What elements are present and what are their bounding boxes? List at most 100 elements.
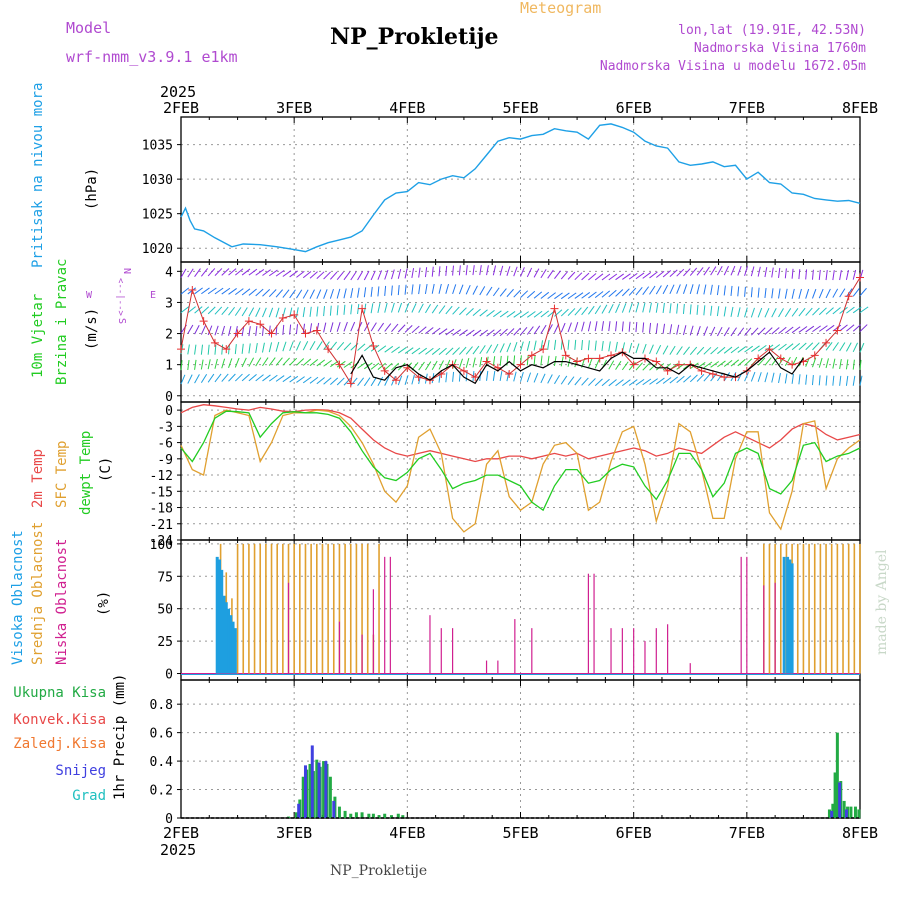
wind-barb	[214, 306, 223, 315]
wind-barb	[621, 361, 629, 371]
wind-barb	[187, 268, 194, 278]
x-tick-label: 7FEB	[729, 99, 765, 117]
wind-barb	[655, 270, 665, 278]
wind-barb	[811, 357, 817, 368]
wind-barb	[533, 310, 543, 318]
wind-barb	[859, 324, 868, 332]
wind-barb	[425, 361, 432, 371]
y-tick-label: 0	[165, 390, 173, 405]
wind-barb	[784, 308, 792, 317]
wind-barb	[363, 322, 370, 332]
wind-barb	[581, 292, 591, 299]
wind-barb	[771, 267, 774, 278]
wind-barb	[594, 378, 603, 387]
y-tick-label: -21	[150, 518, 173, 533]
x-tick-label: 5FEB	[502, 99, 538, 117]
wind-barb	[805, 288, 810, 299]
wind-barb	[710, 284, 713, 295]
wind-barb	[241, 343, 244, 354]
wind-barb	[615, 273, 625, 281]
x-tick-label: 2FEB	[163, 824, 199, 842]
wind-barb	[703, 373, 711, 382]
wind-barb	[391, 375, 396, 386]
wind-barb	[384, 269, 389, 280]
wind-barb	[214, 268, 223, 276]
wind-barb	[445, 372, 448, 383]
wind-barb	[187, 360, 190, 371]
wind-barb	[282, 341, 287, 352]
wind-barb	[438, 360, 444, 370]
wind-barb	[710, 326, 716, 337]
wind-barb	[628, 287, 637, 296]
wind-barb	[744, 307, 748, 318]
wind-barb	[649, 302, 652, 313]
wind-barb	[717, 346, 726, 355]
wind-barb	[662, 377, 672, 384]
wind-barb	[452, 329, 462, 336]
page-title: NP_Prokletije	[330, 24, 499, 50]
year-bottom: 2025	[160, 841, 196, 859]
wind-barb	[255, 343, 258, 354]
precip-conv-label: Konvek.Kisa	[13, 712, 106, 728]
wind-barb	[533, 268, 540, 278]
wind-barb	[370, 270, 376, 281]
wind-barb	[241, 357, 247, 368]
wind-barb	[832, 375, 835, 386]
wind-barb	[791, 288, 795, 299]
wind-barb	[431, 283, 435, 294]
wind-barb	[458, 358, 463, 369]
precip-total-bar	[301, 776, 305, 818]
wind-barb	[560, 322, 566, 333]
wind-barb	[581, 377, 589, 386]
wind-barb	[302, 323, 306, 334]
wind-barb	[384, 376, 390, 386]
wind-barb	[676, 303, 679, 314]
wind-barb	[669, 303, 672, 314]
wind-barb	[737, 307, 741, 318]
wind-barb	[649, 344, 654, 355]
wind-barb	[506, 371, 510, 382]
wind-barb	[336, 377, 345, 386]
wind-barb	[642, 343, 647, 354]
wind-barb	[574, 376, 582, 386]
x-tick-label: 3FEB	[276, 824, 312, 842]
wind-barb	[737, 286, 740, 297]
wind-title2: Brzina i Pravac	[54, 259, 70, 385]
wind-barb	[845, 269, 849, 280]
wind-barb	[493, 310, 502, 318]
wind-barb	[723, 306, 727, 317]
wind-barb	[689, 374, 698, 383]
wind-barb	[594, 305, 602, 315]
precip-frz-label: Zaledj.Kisa	[13, 736, 106, 752]
wind-barb	[241, 288, 251, 296]
wind-barb	[676, 375, 685, 384]
wind-barb	[818, 269, 821, 280]
wind-barb	[194, 359, 197, 370]
wind-barb	[839, 375, 842, 386]
wind-barb	[832, 358, 836, 369]
y-tick-label: 1020	[142, 242, 173, 257]
wind-barb	[825, 342, 833, 351]
wind-barb	[336, 305, 339, 316]
wind-barb	[302, 289, 309, 299]
precip-total-bar	[360, 812, 364, 818]
wind-barb	[207, 268, 216, 277]
wind-barb	[316, 306, 319, 317]
wind-barb	[201, 306, 210, 314]
wind-barb	[635, 362, 643, 371]
wind-barb	[696, 284, 700, 295]
wind-speed-point	[233, 329, 242, 338]
wind-barb	[716, 266, 723, 276]
wind-speed-point	[301, 329, 310, 338]
wind-barb	[513, 266, 518, 277]
wind-barb	[302, 376, 312, 384]
wind-barb	[635, 378, 645, 386]
wind-barb	[506, 266, 511, 276]
precip-snow-bar	[324, 761, 328, 818]
wind-barb	[452, 306, 460, 315]
wind-barb	[180, 360, 183, 371]
wind-barb	[751, 345, 760, 352]
wind-barb	[465, 284, 471, 295]
wind-barb	[764, 267, 768, 278]
wind-barb	[302, 307, 306, 318]
